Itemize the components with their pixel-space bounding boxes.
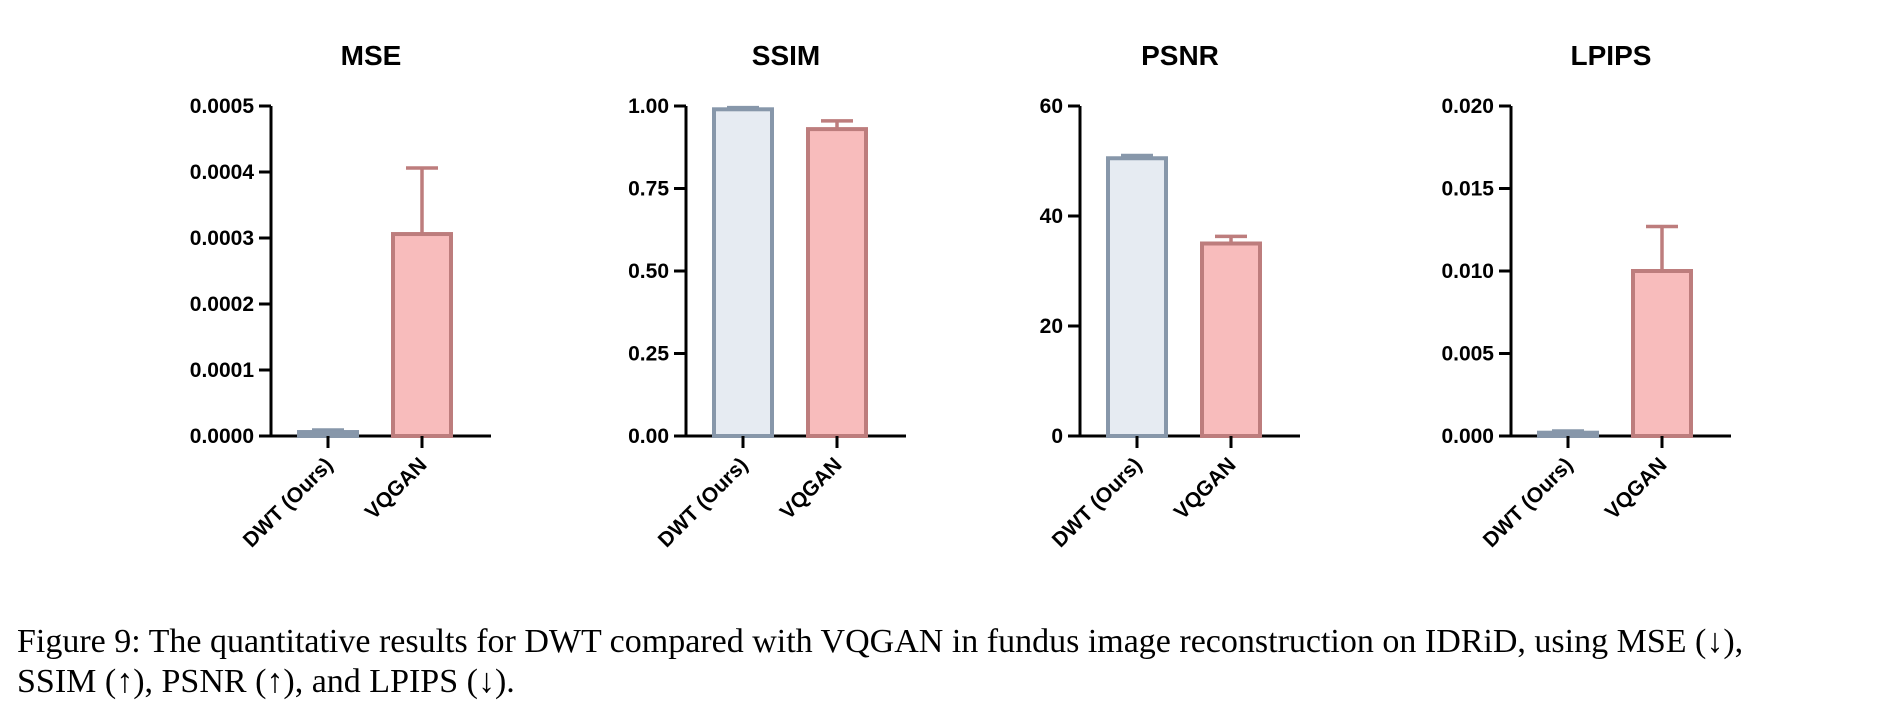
figure-caption: Figure 9: The quantitative results for D… [17,622,1887,702]
category-label-psnr: DWT (Ours) [1048,453,1147,552]
category-label-mse: DWT (Ours) [239,453,338,552]
y-tick-label-psnr: 40 [1040,205,1063,228]
y-tick-label-lpips: 0.010 [1441,260,1494,283]
y-tick-label-mse: 0.0002 [190,293,254,316]
y-tick-label-ssim: 0.50 [628,260,669,283]
category-label-mse: VQGAN [361,453,432,524]
y-tick-label-psnr: 60 [1040,95,1063,118]
y-tick-label-lpips: 0.005 [1441,343,1494,366]
bar-psnr-dwt [1106,156,1168,438]
chart-title-ssim: SSIM [752,40,820,71]
y-tick-label-psnr: 20 [1040,315,1063,338]
bar-mse-vqgan [391,232,453,438]
caption-line-1: Figure 9: The quantitative results for D… [17,623,1744,660]
category-label-lpips: DWT (Ours) [1479,453,1578,552]
category-label-ssim: VQGAN [776,453,847,524]
y-tick-label-mse: 0.0003 [190,227,254,250]
y-tick-label-mse: 0.0001 [190,359,255,382]
bar-ssim-dwt [712,107,774,439]
y-tick-label-psnr: 0 [1051,425,1063,448]
y-tick-label-ssim: 0.00 [628,425,669,448]
y-tick-label-mse: 0.0004 [190,161,255,184]
bar-lpips-dwt [1537,430,1599,439]
y-tick-label-ssim: 0.75 [628,178,669,201]
bar-ssim-vqgan [806,127,868,438]
y-tick-label-lpips: 0.020 [1441,95,1494,118]
y-tick-label-ssim: 0.25 [628,343,669,366]
bar-lpips-vqgan [1631,269,1693,438]
category-label-ssim: DWT (Ours) [654,453,753,552]
chart-title-mse: MSE [341,40,402,71]
figure-panel: MSE 0.0000 0.0001 0.0002 0.0003 0.0004 0.0005 D… [150,14,1822,592]
y-tick-label-lpips: 0.015 [1441,178,1494,201]
y-tick-label-ssim: 1.00 [628,95,669,118]
y-tick-label-lpips: 0.000 [1441,425,1494,448]
y-tick-label-mse: 0.0000 [190,425,254,448]
category-label-psnr: VQGAN [1170,453,1241,524]
bar-charts: MSE0.00000.00010.00020.00030.00040.0005D… [190,40,1731,552]
bar-mse-dwt [297,430,359,439]
caption-line-2: SSIM (↑), PSNR (↑), and LPIPS (↓). [17,663,515,700]
category-label-lpips: VQGAN [1601,453,1672,524]
y-tick-label-mse: 0.0005 [190,95,255,118]
chart-title-lpips: LPIPS [1571,40,1652,71]
chart-title-psnr: PSNR [1141,40,1219,71]
bar-psnr-vqgan [1200,241,1262,438]
